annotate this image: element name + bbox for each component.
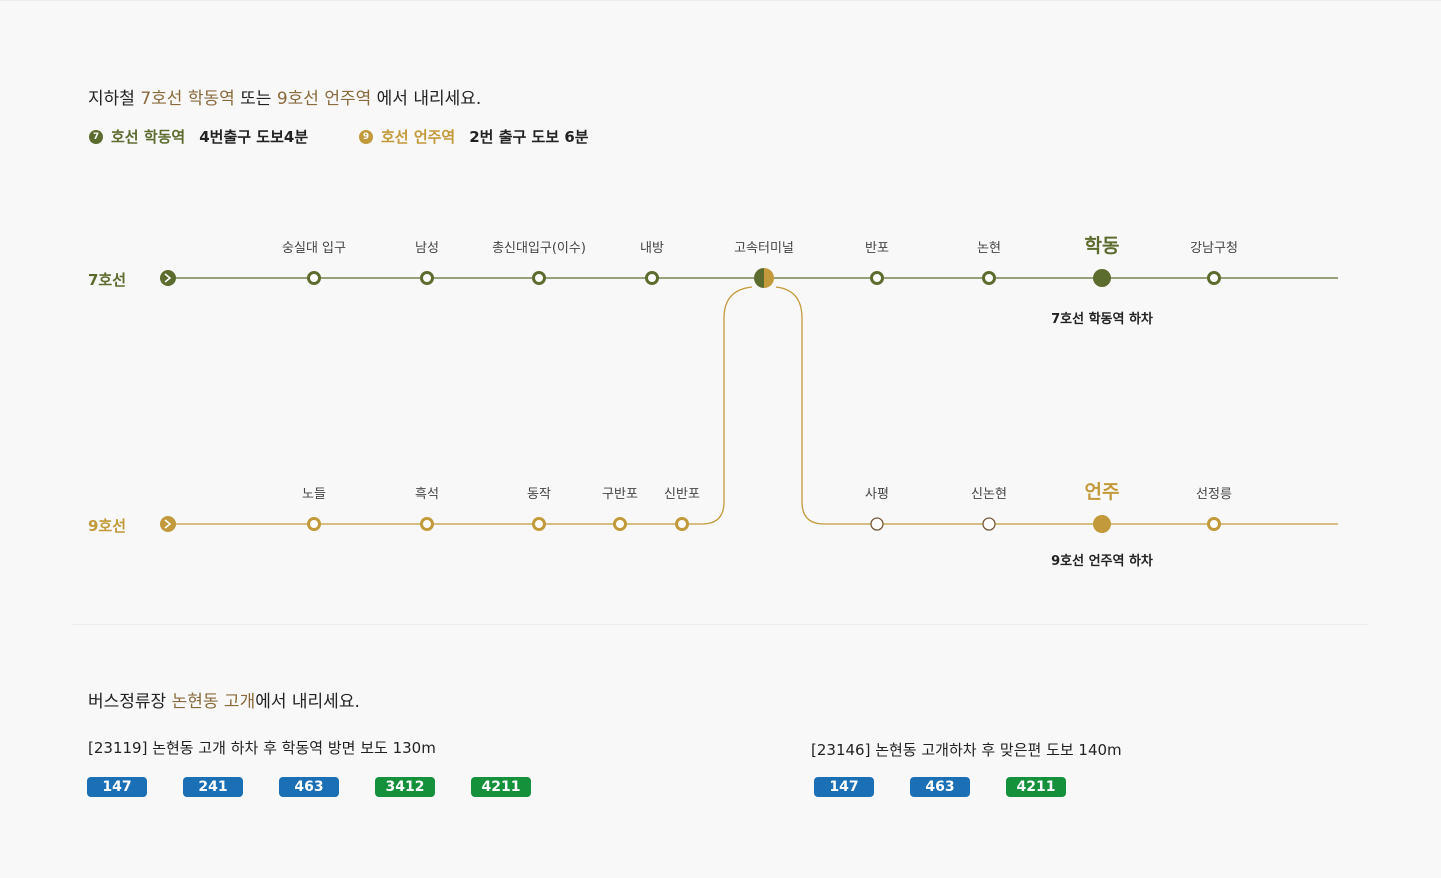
destination-note-line9: 9호선 언주역 하차	[1051, 553, 1153, 569]
transfer-station-label: 고속터미널	[734, 241, 794, 256]
station-line9: 구반포	[602, 487, 638, 531]
bus-badge: 3412	[375, 777, 435, 797]
heading-text: 에서 내리세요.	[255, 692, 360, 712]
bus-badge: 147	[814, 777, 874, 797]
bus-badge: 147	[87, 777, 147, 797]
transfer-station: 고속터미널	[734, 241, 794, 288]
station-label: 신논현	[971, 487, 1007, 502]
line7-start-arrow-icon	[160, 270, 176, 286]
station-label: 선정릉	[1196, 487, 1232, 502]
station-label: 흑석	[415, 487, 439, 502]
station-label: 내방	[640, 241, 664, 256]
heading-highlight-stop: 논현동 고개	[171, 692, 256, 712]
station-line9: 흑석	[415, 487, 439, 531]
station-label: 구반포	[602, 487, 638, 502]
bus-stop-label: [23146] 논현동 고개하차 후 맞은편 도보 140m	[811, 741, 1122, 759]
station-line7: 남성	[415, 241, 439, 285]
heading-text: 또는	[234, 89, 277, 109]
station-label: 반포	[865, 241, 889, 256]
bus-list: 147 463 4211	[814, 777, 1102, 797]
station-label: 노들	[302, 487, 326, 502]
station-line7: 총신대입구(이수)	[492, 241, 586, 285]
bus-badge: 241	[183, 777, 243, 797]
station-label: 신반포	[664, 487, 700, 502]
legend-line9-exit: 2번 출구 도보 6분	[469, 128, 589, 146]
station-line9: 동작	[527, 487, 551, 531]
station-line7: 내방	[640, 241, 664, 285]
heading-text: 지하철	[88, 89, 141, 109]
line7-badge-icon: 7	[89, 129, 103, 144]
station-line7: 숭실대 입구	[282, 241, 346, 285]
station-label: 강남구청	[1190, 241, 1238, 256]
destination-station-line9: 언주 9호선 언주역 하차	[1051, 481, 1153, 569]
line9-track-east	[775, 286, 1338, 525]
destination-station-line7: 학동 7호선 학동역 하차	[1051, 235, 1153, 327]
line9-start-arrow-icon	[160, 516, 176, 532]
station-label: 숭실대 입구	[282, 241, 346, 256]
station-line9-express-skip: 사평	[865, 487, 889, 531]
subway-route-map: 7호선 9호선 숭실대 입구 남성 총신대입구(이수) 내방 고속터미널 반포 …	[88, 235, 1338, 569]
station-line7: 논현	[977, 241, 1001, 285]
bus-badge: 4211	[471, 777, 531, 797]
bus-stop-label: [23119] 논현동 고개 하차 후 학동역 방면 보도 130m	[88, 739, 436, 757]
destination-label-line9: 언주	[1085, 481, 1120, 503]
station-label: 논현	[977, 241, 1001, 256]
bus-list: 147 241 463 3412 4211	[87, 777, 567, 797]
station-line9-express-skip: 신논현	[971, 487, 1007, 531]
heading-text: 버스정류장	[88, 692, 172, 712]
bus-badge: 463	[279, 777, 339, 797]
bus-badge: 463	[910, 777, 970, 797]
destination-label-line7: 학동	[1085, 235, 1120, 257]
legend-line7: 7 호선 학동역 4번출구 도보4분	[89, 126, 308, 147]
line9-label: 9호선	[88, 517, 126, 535]
legend-line7-exit: 4번출구 도보4분	[199, 128, 309, 146]
line9-badge-icon: 9	[359, 129, 373, 144]
section-divider	[72, 624, 1368, 625]
heading-text: 에서 내리세요.	[371, 89, 482, 109]
line9-track-west	[168, 286, 753, 525]
station-label: 사평	[865, 487, 889, 502]
station-line9: 노들	[302, 487, 326, 531]
subway-heading: 지하철 7호선 학동역 또는 9호선 언주역 에서 내리세요.	[88, 84, 481, 109]
station-line7: 반포	[865, 241, 889, 285]
station-label: 남성	[415, 241, 439, 256]
legend-line9: 9 호선 언주역 2번 출구 도보 6분	[359, 126, 589, 147]
station-label: 총신대입구(이수)	[492, 241, 586, 256]
bus-heading: 버스정류장 논현동 고개에서 내리세요.	[88, 687, 360, 712]
station-line9: 선정릉	[1196, 487, 1232, 531]
heading-highlight-line7: 7호선 학동역	[140, 89, 235, 109]
line7-label: 7호선	[88, 271, 126, 289]
legend-line7-station: 호선 학동역	[111, 128, 186, 146]
station-label: 동작	[527, 487, 551, 502]
bus-badge: 4211	[1006, 777, 1066, 797]
heading-highlight-line9: 9호선 언주역	[276, 89, 372, 109]
legend-line9-station: 호선 언주역	[381, 128, 456, 146]
station-line7: 강남구청	[1190, 241, 1238, 285]
top-border	[0, 0, 1441, 1]
destination-note-line7: 7호선 학동역 하차	[1051, 311, 1153, 327]
station-line9: 신반포	[664, 487, 700, 531]
